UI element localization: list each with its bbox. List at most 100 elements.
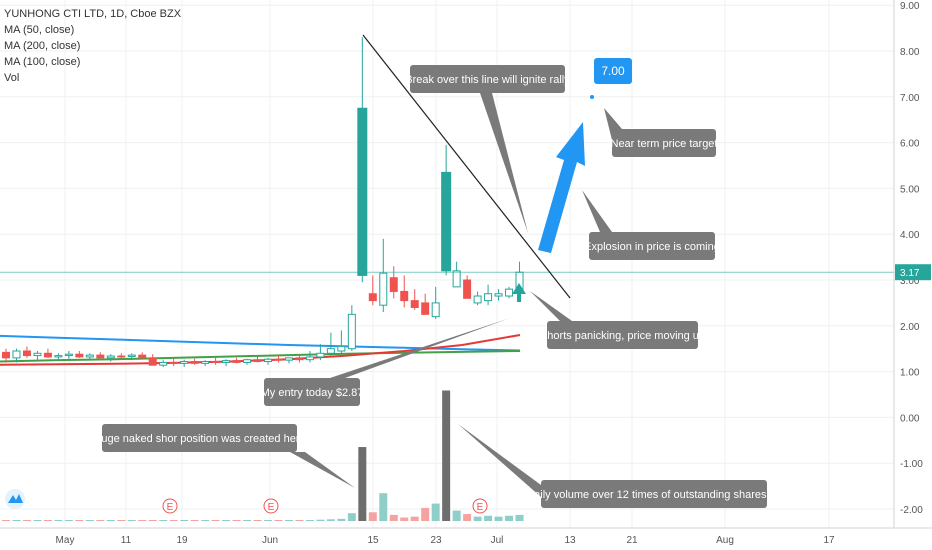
candles xyxy=(2,37,524,368)
candle-body xyxy=(379,272,388,306)
y-tick-label: 2.00 xyxy=(900,322,920,333)
y-tick-label: 3.00 xyxy=(900,276,920,287)
x-tick-label: Jul xyxy=(491,535,504,546)
x-axis: May 11 19 Jun 15 23 Jul 13 21 Aug 17 xyxy=(0,527,932,550)
x-axis-bg xyxy=(0,528,932,550)
callout-volume-text: Daily volume over 12 times of outstandin… xyxy=(526,489,782,501)
volume-bar xyxy=(96,520,105,521)
candle-body xyxy=(54,355,63,358)
candle-body xyxy=(96,354,105,359)
y-axis: 9.00 8.00 7.00 6.00 5.00 4.00 3.00 2.00 1.00 0.00… xyxy=(893,0,932,550)
target-price-box xyxy=(594,58,632,84)
candle-body xyxy=(357,107,368,276)
volume-bar xyxy=(211,520,220,521)
callout-explosion-text: Explosion in price is coming xyxy=(584,241,720,253)
volume-bar xyxy=(431,503,440,521)
candle-body xyxy=(211,361,220,364)
candle-body xyxy=(12,350,21,359)
target-arrow xyxy=(538,122,585,253)
volume-bar xyxy=(295,520,304,521)
volume-bar xyxy=(253,520,262,521)
volume-bar xyxy=(337,518,346,521)
candle-body xyxy=(452,270,461,288)
callout-entry-text: My entry today $2.87 xyxy=(261,387,364,399)
indicator-ma50[interactable]: MA (50, close) xyxy=(4,24,75,36)
volume-bar xyxy=(243,520,252,521)
candle-body xyxy=(159,361,168,366)
volume-bar xyxy=(85,520,94,521)
callout-break-line-pointer xyxy=(480,93,528,233)
volume-bar xyxy=(12,520,21,521)
x-tick-label: 15 xyxy=(367,535,379,546)
volume-bar xyxy=(421,507,430,521)
candle-body xyxy=(494,293,503,297)
volume-bar xyxy=(305,520,314,521)
volume-bars xyxy=(2,390,524,521)
callout-break-line-box xyxy=(410,65,565,93)
earnings-marker-label: E xyxy=(167,502,174,513)
callout-naked-short-text: Huge naked shor position was created her… xyxy=(93,433,305,445)
y-tick-label: -1.00 xyxy=(900,459,923,470)
y-tick-label: 4.00 xyxy=(900,230,920,241)
indicator-volume[interactable]: Vol xyxy=(4,72,20,84)
candle-body xyxy=(295,357,304,361)
candle-body xyxy=(463,279,472,299)
candle-body xyxy=(232,360,241,363)
volume-bar xyxy=(232,520,241,521)
volume-bar xyxy=(138,520,147,521)
callout-target-text: Near term price target xyxy=(611,138,718,150)
chart-title: YUNHONG CTI LTD, 1D, Cboe BZX xyxy=(4,8,182,20)
candle-body xyxy=(389,277,398,292)
candle-body xyxy=(441,171,452,272)
volume-bar xyxy=(222,520,231,521)
volume-bar xyxy=(316,519,325,521)
volume-bar xyxy=(389,514,398,521)
y-tick-label: 5.00 xyxy=(900,184,920,195)
candle-body xyxy=(400,290,409,302)
earnings-marker-label: E xyxy=(268,502,275,513)
indicator-ma200[interactable]: MA (200, close) xyxy=(4,40,81,52)
y-tick-label: -2.00 xyxy=(900,505,923,516)
annotations: Break over this line will ignite rally 7.… xyxy=(0,34,894,514)
volume-bar xyxy=(180,520,189,521)
y-tick-label: 8.00 xyxy=(900,47,920,58)
callout-shorts-box xyxy=(547,321,698,349)
volume-bar xyxy=(515,514,524,521)
callout-explosion-pointer xyxy=(582,190,612,232)
volume-bar xyxy=(148,520,157,521)
target-price-label: 7.00 xyxy=(601,64,625,78)
candle-body xyxy=(347,313,356,350)
candle-body xyxy=(368,293,377,302)
candle-body xyxy=(253,359,262,363)
callout-naked-short-box xyxy=(102,424,297,452)
last-price-label: 3.17 xyxy=(900,268,920,279)
indicator-ma100[interactable]: MA (100, close) xyxy=(4,56,81,68)
volume-bar xyxy=(106,520,115,521)
candle-body xyxy=(264,358,272,363)
candle-body xyxy=(117,355,126,358)
candle-body xyxy=(431,302,440,318)
callout-volume-pointer xyxy=(458,424,541,497)
volume-bar xyxy=(190,520,199,521)
callout-shorts-pointer xyxy=(530,291,572,321)
earnings-marker-label: E xyxy=(477,502,484,513)
volume-bar xyxy=(494,516,503,521)
volume-bar xyxy=(117,520,126,521)
candle-body xyxy=(484,293,493,302)
candle-body xyxy=(505,288,514,297)
volume-bar xyxy=(379,493,388,521)
earnings-marker xyxy=(162,498,178,514)
y-tick-label: 1.00 xyxy=(900,368,920,379)
volume-bar xyxy=(159,520,168,521)
x-tick-label: 21 xyxy=(626,535,638,546)
volume-bar xyxy=(484,515,493,521)
earnings-marker xyxy=(472,498,488,514)
target-dot xyxy=(590,95,594,99)
volume-bar xyxy=(54,520,63,521)
candle-body xyxy=(148,357,157,366)
chart-legend: YUNHONG CTI LTD, 1D, Cboe BZX MA (50, cl… xyxy=(4,6,181,86)
volume-bar xyxy=(452,510,461,521)
green-up-arrow xyxy=(512,283,526,302)
candle-body xyxy=(316,352,325,358)
